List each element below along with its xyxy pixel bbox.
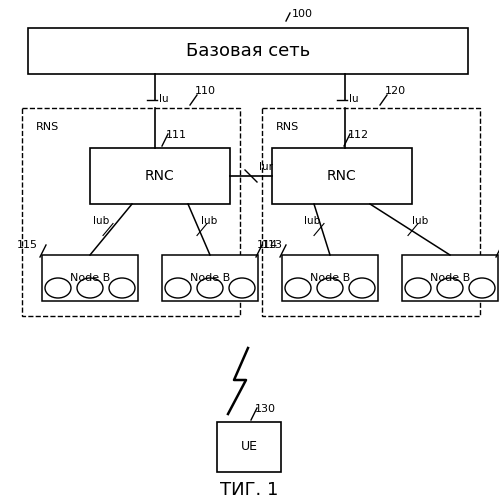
Ellipse shape: [165, 278, 191, 298]
Bar: [262, 108, 480, 316]
Text: Iu: Iu: [159, 94, 169, 104]
Text: UE: UE: [241, 440, 257, 454]
Bar: [402, 255, 498, 301]
Text: Node B: Node B: [310, 273, 350, 283]
Ellipse shape: [45, 278, 71, 298]
Ellipse shape: [285, 278, 311, 298]
Bar: [22, 108, 240, 316]
Text: 120: 120: [385, 86, 406, 96]
Text: Iub: Iub: [201, 216, 217, 226]
Text: RNC: RNC: [145, 169, 175, 183]
Bar: [162, 255, 258, 301]
Text: Node B: Node B: [190, 273, 230, 283]
Ellipse shape: [109, 278, 135, 298]
Text: 111: 111: [166, 130, 187, 140]
Bar: [217, 422, 281, 472]
Text: ΤИГ. 1: ΤИГ. 1: [220, 481, 278, 499]
Ellipse shape: [197, 278, 223, 298]
Bar: [42, 255, 138, 301]
Text: Iur: Iur: [259, 162, 273, 172]
Text: Iub: Iub: [412, 216, 428, 226]
Text: Iub: Iub: [93, 216, 109, 226]
Text: 112: 112: [348, 130, 369, 140]
Text: 130: 130: [255, 404, 276, 414]
Text: 110: 110: [195, 86, 216, 96]
Text: Node B: Node B: [430, 273, 470, 283]
Bar: [282, 255, 378, 301]
Ellipse shape: [437, 278, 463, 298]
Text: Node B: Node B: [70, 273, 110, 283]
Text: Iub: Iub: [304, 216, 320, 226]
Ellipse shape: [349, 278, 375, 298]
Ellipse shape: [77, 278, 103, 298]
Ellipse shape: [469, 278, 495, 298]
Text: RNS: RNS: [276, 122, 299, 132]
Text: 100: 100: [292, 9, 313, 19]
Bar: [28, 28, 468, 74]
Text: RNC: RNC: [327, 169, 357, 183]
Text: 115: 115: [17, 240, 38, 250]
Bar: [90, 148, 230, 204]
Ellipse shape: [405, 278, 431, 298]
Text: Iu: Iu: [349, 94, 359, 104]
Text: 114: 114: [257, 240, 278, 250]
Ellipse shape: [229, 278, 255, 298]
Text: RNS: RNS: [36, 122, 59, 132]
Text: Базовая сеть: Базовая сеть: [186, 42, 310, 60]
Ellipse shape: [317, 278, 343, 298]
Bar: [272, 148, 412, 204]
Text: 113: 113: [262, 240, 283, 250]
